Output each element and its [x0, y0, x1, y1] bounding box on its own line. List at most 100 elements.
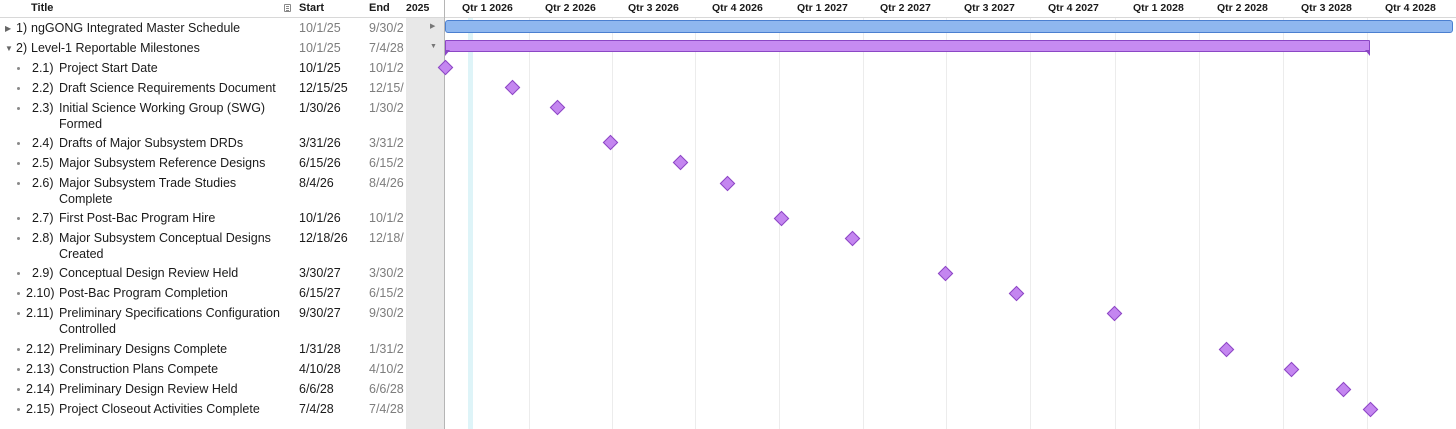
milestone-diamond[interactable]	[938, 266, 954, 282]
quarter-gridline	[1367, 18, 1368, 429]
row-title[interactable]: Preliminary Design Review Held	[59, 382, 284, 398]
row-start-date[interactable]: 7/4/28	[299, 402, 334, 418]
timeline-header-quarter: Qtr 1 2028	[1133, 0, 1184, 17]
today-marker	[468, 18, 473, 429]
timeline-header-quarter: Qtr 2 2027	[880, 0, 931, 17]
milestone-diamond[interactable]	[1219, 342, 1235, 358]
row-end-date[interactable]: 12/18/	[369, 231, 406, 247]
row-end-date[interactable]: 3/31/2	[369, 136, 406, 152]
row-start-date[interactable]: 10/1/25	[299, 41, 341, 57]
row-title[interactable]: Major Subsystem Reference Designs	[59, 156, 284, 172]
row-number: 2.8)	[32, 231, 54, 247]
disclosure-triangle-right-icon[interactable]: ▶	[430, 21, 435, 33]
header-divider	[0, 17, 1456, 18]
milestone-diamond[interactable]	[1009, 286, 1025, 302]
row-end-date[interactable]: 10/1/2	[369, 61, 406, 77]
bullet-icon	[17, 87, 20, 90]
timeline-header-quarter: Qtr 3 2026	[628, 0, 679, 17]
row-end-date[interactable]: 1/30/2	[369, 101, 406, 117]
bullet-icon	[17, 217, 20, 220]
milestone-diamond[interactable]	[505, 80, 521, 96]
bullet-icon	[17, 292, 20, 295]
milestone-diamond[interactable]	[1284, 362, 1300, 378]
row-start-date[interactable]: 12/18/26	[299, 231, 348, 247]
row-title[interactable]: Construction Plans Compete	[59, 362, 284, 378]
row-title[interactable]: Preliminary Designs Complete	[59, 342, 284, 358]
row-title[interactable]: Initial Science Working Group (SWG) Form…	[59, 101, 284, 132]
milestone-diamond[interactable]	[673, 155, 689, 171]
timeline-header-quarter: Qtr 3 2027	[964, 0, 1015, 17]
row-end-date[interactable]: 7/4/28	[369, 402, 406, 418]
row-start-date[interactable]: 10/1/26	[299, 211, 341, 227]
row-end-date[interactable]: 4/10/2	[369, 362, 406, 378]
row-number: 2.9)	[32, 266, 54, 282]
summary-bar-milestones[interactable]	[445, 40, 1370, 52]
row-number: 2.3)	[32, 101, 54, 117]
row-title[interactable]: Level-1 Reportable Milestones	[31, 41, 256, 57]
row-title[interactable]: Drafts of Major Subsystem DRDs	[59, 136, 284, 152]
outline-pane: Title Start End ▶ 1) ngGONG Integrated M…	[0, 0, 406, 429]
row-start-date[interactable]: 6/15/27	[299, 286, 341, 302]
row-start-date[interactable]: 3/31/26	[299, 136, 341, 152]
row-end-date[interactable]: 3/30/2	[369, 266, 406, 282]
row-title[interactable]: First Post-Bac Program Hire	[59, 211, 284, 227]
row-start-date[interactable]: 6/15/26	[299, 156, 341, 172]
milestone-diamond[interactable]	[1107, 306, 1123, 322]
row-start-date[interactable]: 1/30/26	[299, 101, 341, 117]
timeline-gutter	[406, 18, 444, 429]
milestone-diamond[interactable]	[603, 135, 619, 151]
row-start-date[interactable]: 3/30/27	[299, 266, 341, 282]
column-header-start[interactable]: Start	[299, 0, 324, 17]
row-start-date[interactable]: 10/1/25	[299, 21, 341, 37]
row-end-date[interactable]: 12/15/	[369, 81, 406, 97]
row-title[interactable]: ngGONG Integrated Master Schedule	[31, 21, 256, 37]
column-chooser-icon[interactable]	[284, 4, 291, 12]
milestone-diamond[interactable]	[720, 176, 736, 192]
column-header-title[interactable]: Title	[31, 0, 53, 17]
row-title[interactable]: Draft Science Requirements Document	[59, 81, 284, 97]
summary-bar-master-schedule[interactable]	[445, 20, 1453, 33]
row-title[interactable]: Major Subsystem Conceptual Designs Creat…	[59, 231, 284, 262]
row-start-date[interactable]: 12/15/25	[299, 81, 348, 97]
disclosure-triangle-down-icon[interactable]: ▼	[5, 41, 13, 57]
milestone-diamond[interactable]	[1336, 382, 1352, 398]
timeline-header-quarter: Qtr 2 2028	[1217, 0, 1268, 17]
bullet-icon	[17, 182, 20, 185]
row-title[interactable]: Conceptual Design Review Held	[59, 266, 284, 282]
row-end-date[interactable]: 10/1/2	[369, 211, 406, 227]
milestone-diamond[interactable]	[774, 211, 790, 227]
row-number: 2.5)	[32, 156, 54, 172]
row-title[interactable]: Project Closeout Activities Complete	[59, 402, 284, 418]
row-title[interactable]: Preliminary Specifications Configuration…	[59, 306, 284, 337]
bullet-icon	[17, 408, 20, 411]
milestone-diamond[interactable]	[550, 100, 566, 116]
disclosure-triangle-down-icon[interactable]: ▼	[430, 41, 437, 53]
row-start-date[interactable]: 1/31/28	[299, 342, 341, 358]
quarter-gridline	[1030, 18, 1031, 429]
milestone-diamond[interactable]	[845, 231, 861, 247]
quarter-gridline	[695, 18, 696, 429]
row-start-date[interactable]: 4/10/28	[299, 362, 341, 378]
milestone-diamond[interactable]	[1363, 402, 1379, 418]
row-number: 2.1)	[32, 61, 54, 77]
timeline-header-quarter: Qtr 4 2028	[1385, 0, 1436, 17]
row-end-date[interactable]: 6/15/2	[369, 156, 406, 172]
row-start-date[interactable]: 6/6/28	[299, 382, 334, 398]
row-title[interactable]: Post-Bac Program Completion	[59, 286, 284, 302]
row-end-date[interactable]: 9/30/2	[369, 306, 406, 322]
row-end-date[interactable]: 8/4/26	[369, 176, 406, 192]
column-header-end[interactable]: End	[369, 0, 390, 17]
row-start-date[interactable]: 9/30/27	[299, 306, 341, 322]
row-start-date[interactable]: 8/4/26	[299, 176, 334, 192]
row-title[interactable]: Major Subsystem Trade Studies Complete	[59, 176, 284, 207]
row-title[interactable]: Project Start Date	[59, 61, 284, 77]
row-end-date[interactable]: 6/6/28	[369, 382, 406, 398]
row-start-date[interactable]: 10/1/25	[299, 61, 341, 77]
row-end-date[interactable]: 6/15/2	[369, 286, 406, 302]
disclosure-triangle-right-icon[interactable]: ▶	[5, 21, 11, 37]
row-end-date[interactable]: 7/4/28	[369, 41, 406, 57]
row-end-date[interactable]: 1/31/2	[369, 342, 406, 358]
row-end-date[interactable]: 9/30/2	[369, 21, 406, 37]
timeline-header-quarter: Qtr 4 2026	[712, 0, 763, 17]
quarter-gridline	[1283, 18, 1284, 429]
